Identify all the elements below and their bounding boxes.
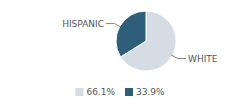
pie-slice (116, 11, 146, 57)
legend-label: 33.9% (136, 87, 165, 97)
legend-label: 66.1% (86, 87, 115, 97)
legend-swatch (125, 88, 133, 96)
chart: WHITE HISPANIC 66.1% 33.9% (0, 0, 240, 100)
slice-label: WHITE (188, 54, 218, 64)
pie (116, 11, 176, 71)
leader-line (106, 24, 121, 28)
legend-swatch (75, 88, 83, 96)
legend-item: 33.9% (125, 87, 165, 97)
legend-item: 66.1% (75, 87, 115, 97)
leader-line (171, 55, 186, 59)
slice-labels: WHITE HISPANIC (62, 19, 218, 64)
legend: 66.1% 33.9% (75, 87, 165, 97)
slice-label: HISPANIC (62, 19, 104, 29)
